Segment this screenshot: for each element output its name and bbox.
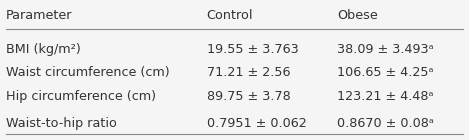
Text: 0.7951 ± 0.062: 0.7951 ± 0.062 [206, 117, 306, 130]
Text: 106.65 ± 4.25ᵃ: 106.65 ± 4.25ᵃ [337, 66, 433, 79]
Text: 89.75 ± 3.78: 89.75 ± 3.78 [206, 90, 290, 103]
Text: Control: Control [206, 9, 253, 22]
Text: 123.21 ± 4.48ᵃ: 123.21 ± 4.48ᵃ [337, 90, 433, 103]
Text: BMI (kg/m²): BMI (kg/m²) [6, 43, 81, 56]
Text: Waist-to-hip ratio: Waist-to-hip ratio [6, 117, 117, 130]
Text: 71.21 ± 2.56: 71.21 ± 2.56 [206, 66, 290, 79]
Text: 0.8670 ± 0.08ᵃ: 0.8670 ± 0.08ᵃ [337, 117, 434, 130]
Text: Hip circumference (cm): Hip circumference (cm) [6, 90, 156, 103]
Text: 38.09 ± 3.493ᵃ: 38.09 ± 3.493ᵃ [337, 43, 434, 56]
Text: Obese: Obese [337, 9, 378, 22]
Text: 19.55 ± 3.763: 19.55 ± 3.763 [206, 43, 298, 56]
Text: Parameter: Parameter [6, 9, 73, 22]
Text: Waist circumference (cm): Waist circumference (cm) [6, 66, 170, 79]
